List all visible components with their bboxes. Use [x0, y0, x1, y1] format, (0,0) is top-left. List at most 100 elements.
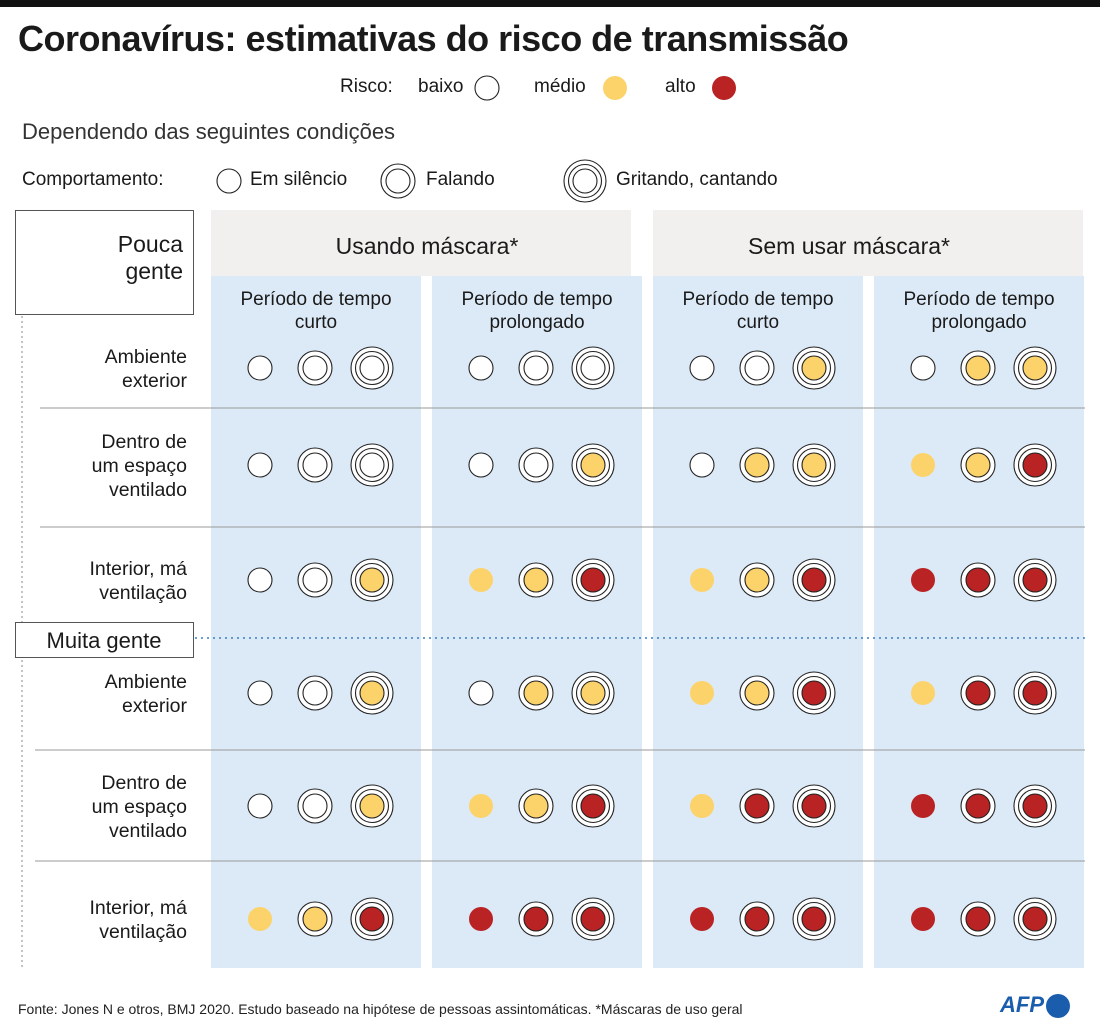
risk-mark-r5-c4-b2-ring-inner: [965, 793, 991, 819]
behavior-legend-shouting-icon: [563, 159, 607, 203]
risk-mark-r4-c4-b3-ring-outer: [1013, 671, 1057, 715]
risk-mark-r1-c1-b3-ring-outer: [350, 346, 394, 390]
risk-legend-high-icon-fill: [712, 76, 736, 100]
risk-mark-r6-c4-b2-ring-outer: [960, 901, 996, 937]
afp-logo-text: AFP: [1000, 992, 1044, 1017]
top-rule: [0, 0, 1100, 7]
risk-mark-r6-c2-b3-ring-inner: [580, 906, 606, 932]
risk-mark-r3-c2-b3-ring-inner: [580, 567, 606, 593]
risk-mark-r1-c2-b3-ring-middle: [575, 350, 611, 386]
risk-mark-r5-c1-b1: [247, 793, 273, 819]
risk-mark-r2-c1-b1: [247, 452, 273, 478]
risk-mark-r5-c3-b3-ring-outer: [792, 784, 836, 828]
risk-mark-r4-c2-b3-ring-outer: [571, 671, 615, 715]
risk-mark-r4-c2-b1-fill: [468, 680, 494, 706]
risk-mark-r6-c4-b3-ring-middle: [1017, 901, 1053, 937]
risk-mark-r1-c3-b2-ring-inner: [744, 355, 770, 381]
risk-mark-r2-c4-b2-ring-outer: [960, 447, 996, 483]
risk-mark-r5-c1-b3-ring-inner: [359, 793, 385, 819]
risk-mark-r3-c3-b3-ring-inner: [801, 567, 827, 593]
column-panel-4: [874, 276, 1084, 968]
time-header-3-line2: curto: [737, 312, 779, 333]
risk-legend-high-icon: [712, 76, 736, 100]
risk-mark-r2-c2-b3: [571, 443, 615, 487]
risk-mark-r6-c2-b3-ring-middle: [575, 901, 611, 937]
risk-mark-r2-c3-b2: [739, 447, 775, 483]
time-header-1-line2: curto: [295, 312, 337, 333]
risk-mark-r6-c3-b3-ring-outer: [792, 897, 836, 941]
risk-mark-r2-c4-b3-ring-inner: [1022, 452, 1048, 478]
risk-mark-r6-c1-b2-ring-outer: [297, 901, 333, 937]
risk-mark-r6-c1-b2: [297, 901, 333, 937]
behavior-legend-shouting-icon-ring-outer: [563, 159, 607, 203]
risk-mark-r5-c4-b3-ring-middle: [1017, 788, 1053, 824]
risk-mark-r5-c2-b2-ring-inner: [523, 793, 549, 819]
risk-mark-r5-c2-b3-ring-outer: [571, 784, 615, 828]
risk-mark-r6-c1-b3-ring-outer: [350, 897, 394, 941]
risk-mark-r1-c1-b3: [350, 346, 394, 390]
risk-mark-r4-c1-b3: [350, 671, 394, 715]
risk-mark-r1-c3-b3-ring-middle: [796, 350, 832, 386]
risk-mark-r1-c2-b2: [518, 350, 554, 386]
risk-mark-r2-c2-b1-fill: [468, 452, 494, 478]
risk-mark-r6-c3-b3-ring-inner: [801, 906, 827, 932]
risk-mark-r4-c1-b2: [297, 675, 333, 711]
risk-mark-r3-c1-b2-ring-inner: [302, 567, 328, 593]
risk-legend-low-label: baixo: [418, 76, 464, 97]
risk-mark-r1-c4-b1-fill: [910, 355, 936, 381]
mask-header-with-mask: Usando máscara*: [336, 233, 519, 259]
risk-mark-r6-c1-b1: [248, 907, 272, 931]
risk-mark-r3-c3-b1-fill: [690, 568, 714, 592]
risk-mark-r3-c1-b2: [297, 562, 333, 598]
risk-mark-r3-c1-b1-fill: [247, 567, 273, 593]
risk-mark-r6-c2-b2: [518, 901, 554, 937]
risk-mark-r1-c2-b3-ring-inner: [580, 355, 606, 381]
risk-mark-r3-c2-b2-ring-inner: [523, 567, 549, 593]
risk-mark-r1-c1-b2-ring-outer: [297, 350, 333, 386]
row-label-1-line2: exterior: [122, 370, 188, 392]
risk-mark-r3-c2-b2-ring-outer: [518, 562, 554, 598]
risk-mark-r2-c1-b3-ring-inner: [359, 452, 385, 478]
risk-mark-r3-c3-b3: [792, 558, 836, 602]
risk-mark-r1-c1-b2-ring-inner: [302, 355, 328, 381]
risk-mark-r4-c3-b3-ring-outer: [792, 671, 836, 715]
risk-mark-r1-c3-b3-ring-inner: [801, 355, 827, 381]
risk-mark-r2-c2-b3-ring-middle: [575, 447, 611, 483]
risk-mark-r6-c4-b3-ring-inner: [1022, 906, 1048, 932]
risk-mark-r1-c4-b3-ring-outer: [1013, 346, 1057, 390]
risk-mark-r4-c1-b2-ring-outer: [297, 675, 333, 711]
risk-mark-r4-c1-b3-ring-outer: [350, 671, 394, 715]
afp-logo: AFP: [1000, 992, 1070, 1019]
risk-legend-high-label: alto: [665, 76, 696, 97]
row-label-4-line2: exterior: [122, 695, 188, 717]
risk-mark-r6-c1-b3: [350, 897, 394, 941]
risk-mark-r5-c2-b1: [469, 794, 493, 818]
behavior-legend-shouting-icon-ring-inner: [572, 168, 598, 194]
risk-mark-r1-c1-b1: [247, 355, 273, 381]
risk-mark-r3-c2-b1-fill: [469, 568, 493, 592]
risk-mark-r6-c3-b2-ring-outer: [739, 901, 775, 937]
row-label-3-line2: ventilação: [99, 582, 187, 604]
behavior-legend-silent-label: Em silêncio: [250, 169, 348, 190]
risk-mark-r1-c1-b3-ring-inner: [359, 355, 385, 381]
risk-mark-r6-c3-b2: [739, 901, 775, 937]
risk-mark-r5-c1-b3-ring-outer: [350, 784, 394, 828]
risk-mark-r3-c3-b3-ring-outer: [792, 558, 836, 602]
risk-mark-r1-c3-b2-ring-outer: [739, 350, 775, 386]
mask-header-bg-2: [653, 210, 1083, 276]
risk-mark-r5-c2-b1-fill: [469, 794, 493, 818]
risk-mark-r3-c2-b3-ring-middle: [575, 562, 611, 598]
risk-mark-r1-c2-b2-ring-inner: [523, 355, 549, 381]
risk-mark-r5-c3-b2: [739, 788, 775, 824]
risk-mark-r2-c4-b2-ring-inner: [965, 452, 991, 478]
row-label-5-line2: um espaço: [92, 796, 188, 818]
risk-mark-r3-c1-b3-ring-outer: [350, 558, 394, 602]
row-label-4-line1: Ambiente: [105, 671, 187, 693]
risk-mark-r5-c4-b3-ring-outer: [1013, 784, 1057, 828]
risk-mark-r3-c2-b3-ring-outer: [571, 558, 615, 602]
risk-mark-r6-c1-b2-ring-inner: [302, 906, 328, 932]
risk-mark-r3-c1-b3-ring-inner: [359, 567, 385, 593]
risk-legend-label: Risco:: [340, 76, 393, 97]
risk-mark-r4-c1-b3-ring-inner: [359, 680, 385, 706]
